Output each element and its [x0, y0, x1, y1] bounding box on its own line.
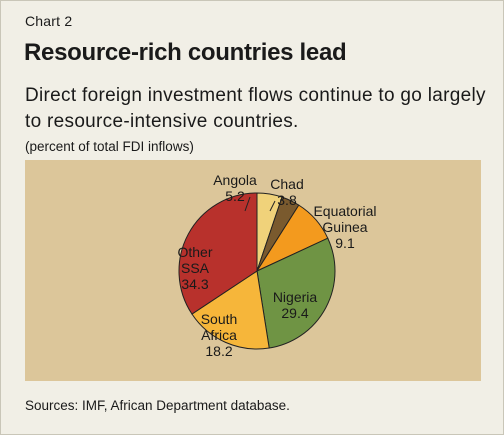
- slice-label-equatorial-guinea: Equatorial Guinea 9.1: [313, 203, 376, 251]
- leader-line-1: [269, 200, 276, 212]
- chart-title: Resource-rich countries lead: [24, 39, 347, 66]
- source-note: Sources: IMF, African Department databas…: [25, 398, 290, 413]
- slice-label-south-africa: South Africa 18.2: [201, 311, 238, 359]
- pie-slices: [178, 192, 336, 350]
- pie-slice-south-africa: [191, 270, 270, 350]
- leader-line-0: [244, 196, 251, 212]
- chart-subtitle: Direct foreign investment flows continue…: [25, 85, 486, 132]
- slice-label-angola: Angola 5.2: [213, 172, 257, 204]
- pie-chart: Angola 5.2 Chad 3.8 Equatorial Guinea 9.1 Niger…: [177, 172, 376, 359]
- chart-units: (percent of total FDI inflows): [25, 139, 194, 154]
- pie-slice-nigeria: [256, 237, 336, 349]
- plot-area: Angola 5.2 Chad 3.8 Equatorial Guinea 9.1 Niger…: [25, 160, 481, 381]
- pie-slice-other-ssa: [178, 192, 258, 315]
- chart-number: Chart 2: [25, 13, 73, 29]
- slice-label-nigeria: Nigeria 29.4: [273, 289, 318, 321]
- slice-label-chad: Chad 3.8: [270, 176, 303, 208]
- slice-label-other-ssa: Other SSA 34.3: [177, 244, 212, 292]
